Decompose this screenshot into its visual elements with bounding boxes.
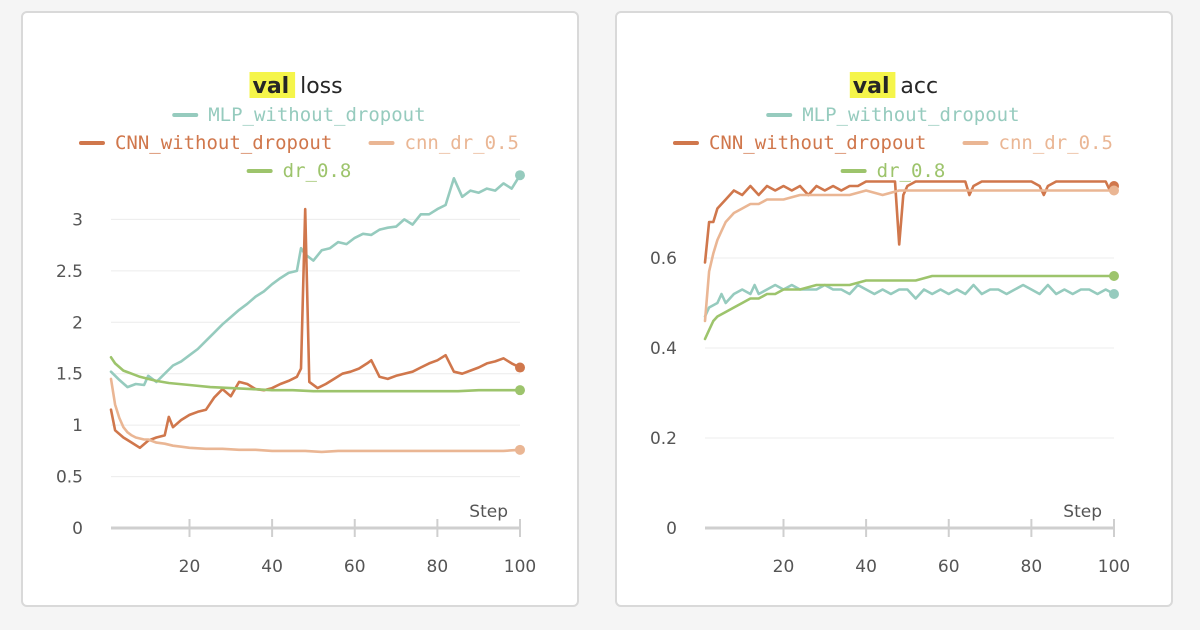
- val-acc-panel: val acc MLP_without_dropout CNN_without_dro…: [615, 11, 1173, 607]
- y-tick-label: 3: [72, 210, 83, 230]
- val-acc-chart: val acc MLP_without_dropout CNN_without_dro…: [650, 72, 1130, 577]
- title-highlight-box: [849, 72, 896, 98]
- series-endpoint-marker: [515, 170, 525, 181]
- x-tick-label: 20: [773, 557, 795, 577]
- series-endpoint-marker: [1109, 271, 1119, 281]
- y-tick-label: 0.5: [56, 468, 83, 488]
- y-tick-label: 0.4: [650, 339, 677, 359]
- y-tick-label: 2: [72, 313, 83, 333]
- series-endpoint-marker: [515, 444, 525, 455]
- x-tick-label: 40: [855, 557, 877, 577]
- chart-title-highlight: val: [253, 74, 290, 99]
- series-endpoint-marker: [1109, 185, 1119, 196]
- x-axis-label: Step: [1063, 502, 1102, 522]
- title-highlight-box: [249, 72, 296, 98]
- legend-label: CNN_without_dropout: [709, 132, 926, 154]
- series-line-cnn-dr-0-5: [703, 189, 1116, 323]
- series-line-cnn-without-dropout: [109, 207, 522, 450]
- legend-label: MLP_without_dropout: [802, 104, 1019, 126]
- legend-label: CNN_without_dropout: [115, 132, 332, 154]
- y-tick-label: 0.6: [650, 249, 677, 269]
- x-tick-label: 80: [1021, 557, 1043, 577]
- series-line-mlp-without-dropout: [703, 283, 1116, 318]
- legend-label: dr_0.8: [283, 160, 352, 182]
- chart-title: acc: [900, 74, 938, 99]
- chart-title-highlight: val: [853, 74, 890, 99]
- series-endpoint-marker: [515, 385, 525, 396]
- legend-label: cnn_dr_0.5: [999, 132, 1113, 154]
- chart-title: loss: [300, 74, 343, 99]
- series-endpoint-marker: [1109, 289, 1119, 299]
- val-loss-panel: val loss MLP_without_dropout CNN_without_dr…: [21, 11, 579, 607]
- series-line-dr-0-8: [109, 356, 522, 393]
- x-tick-label: 100: [504, 557, 536, 577]
- legend-label: MLP_without_dropout: [208, 104, 425, 126]
- x-tick-label: 80: [427, 557, 449, 577]
- x-tick-label: 20: [179, 557, 201, 577]
- x-tick-label: 60: [938, 557, 960, 577]
- legend-label: dr_0.8: [877, 160, 946, 182]
- series-line-dr-0-8: [703, 274, 1116, 341]
- x-tick-label: 60: [344, 557, 366, 577]
- y-tick-label: 1.5: [56, 365, 83, 385]
- y-tick-label: 0: [72, 519, 83, 539]
- series-line-mlp-without-dropout: [109, 173, 522, 389]
- y-tick-label: 0: [666, 519, 677, 539]
- legend-label: cnn_dr_0.5: [405, 132, 519, 154]
- series-line-cnn-without-dropout: [703, 180, 1116, 264]
- x-tick-label: 100: [1098, 557, 1130, 577]
- x-axis-label: Step: [469, 502, 508, 522]
- y-tick-label: 2.5: [56, 262, 83, 282]
- y-tick-label: 0.2: [650, 429, 677, 449]
- val-loss-chart: val loss MLP_without_dropout CNN_without_dr…: [56, 72, 536, 577]
- series-endpoint-marker: [515, 362, 525, 373]
- series-line-cnn-dr-0-5: [109, 377, 522, 454]
- y-tick-label: 1: [72, 416, 83, 436]
- x-tick-label: 40: [261, 557, 283, 577]
